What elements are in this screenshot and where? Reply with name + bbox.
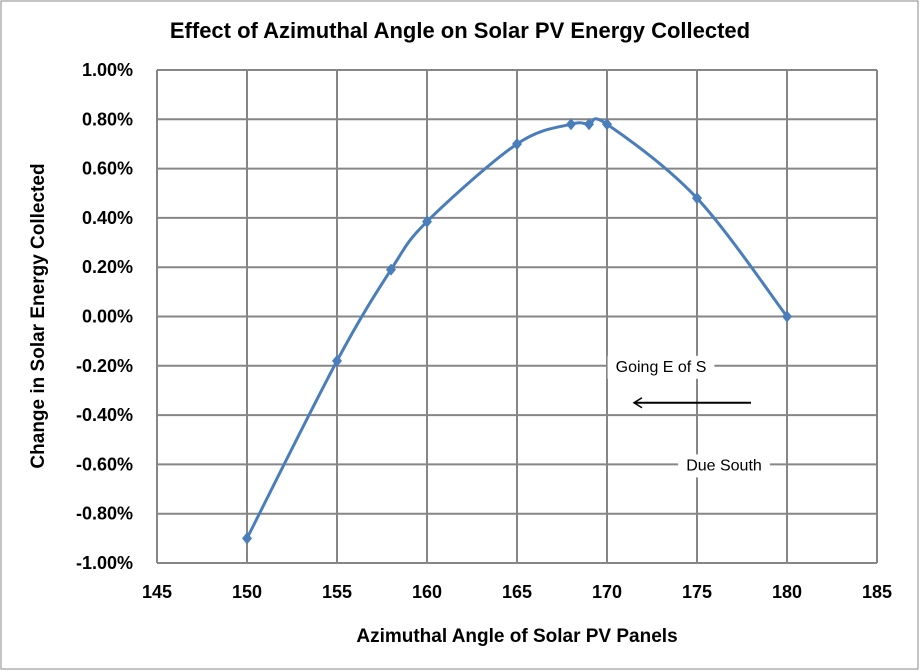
arrow-head-icon: [632, 397, 643, 409]
y-tick-label: -1.00%: [76, 553, 133, 573]
data-point-marker: [584, 118, 594, 131]
series-line: [245, 117, 789, 540]
y-tick-label: 1.00%: [82, 60, 133, 80]
y-tick-label: -0.20%: [76, 356, 133, 376]
y-tick-label: 0.80%: [82, 109, 133, 129]
annotation-box: [607, 355, 715, 379]
data-point-marker: [512, 137, 522, 150]
data-point-marker: [782, 310, 792, 323]
y-tick-label: 0.00%: [82, 307, 133, 327]
data-point-marker: [602, 118, 612, 131]
x-tick-label: 165: [502, 582, 532, 602]
data-point-marker: [242, 532, 252, 545]
y-tick-label: 0.40%: [82, 208, 133, 228]
x-tick-label: 170: [592, 582, 622, 602]
x-tick-label: 145: [142, 582, 172, 602]
y-tick-label: -0.80%: [76, 504, 133, 524]
y-axis-label: Change in Solar Energy Collected: [28, 163, 49, 468]
annotation-box: [678, 454, 770, 478]
x-tick-label: 160: [412, 582, 442, 602]
data-point-marker: [422, 215, 432, 228]
x-tick-label: 185: [862, 582, 892, 602]
y-tick-label: -0.40%: [76, 405, 133, 425]
x-tick-label: 180: [772, 582, 802, 602]
y-tick-label: -0.60%: [76, 454, 133, 474]
x-tick-label: 155: [322, 582, 352, 602]
chart-title: Effect of Azimuthal Angle on Solar PV En…: [170, 18, 750, 43]
x-axis-label: Azimuthal Angle of Solar PV Panels: [356, 626, 677, 647]
data-point-marker: [692, 192, 702, 205]
annotation-label: Due South: [686, 457, 762, 474]
data-point-marker: [386, 263, 396, 276]
annotation-label: Going E of S: [616, 359, 707, 376]
data-point-marker: [332, 354, 342, 367]
data-point-marker: [566, 118, 576, 131]
y-tick-label: 0.20%: [82, 257, 133, 277]
x-tick-label: 150: [232, 582, 262, 602]
x-tick-label: 175: [682, 582, 712, 602]
y-tick-label: 0.60%: [82, 159, 133, 179]
